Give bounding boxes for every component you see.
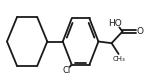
Text: O: O [137, 27, 144, 36]
Text: Cl: Cl [63, 66, 71, 75]
Text: CH₃: CH₃ [112, 56, 125, 62]
Text: HO: HO [108, 19, 122, 28]
